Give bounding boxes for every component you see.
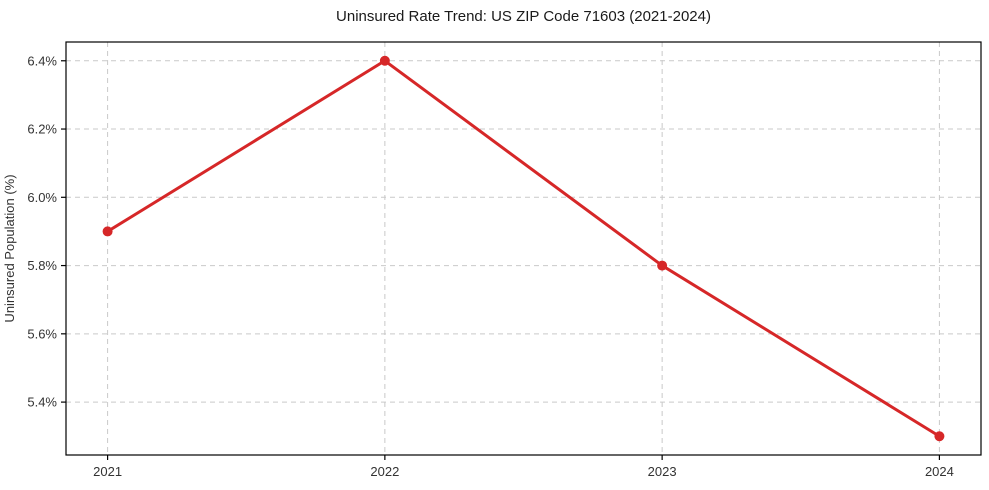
- x-tick-label: 2024: [925, 464, 954, 479]
- y-tick-label: 6.4%: [27, 53, 57, 68]
- data-layer: [102, 55, 945, 442]
- tick-layer: 5.4% 5.6% 5.8% 6.0% 6.2% 6.4% 2021 2022 2023 2024: [27, 53, 954, 479]
- y-tick-label: 6.2%: [27, 122, 57, 137]
- data-point-marker: [657, 260, 668, 271]
- grid-layer: [66, 42, 981, 455]
- x-tick-label: 2023: [648, 464, 677, 479]
- x-tick-label: 2021: [93, 464, 122, 479]
- y-tick-label: 6.0%: [27, 190, 57, 205]
- y-tick-label: 5.8%: [27, 258, 57, 273]
- x-tick-label: 2022: [370, 464, 399, 479]
- data-point-marker: [102, 226, 113, 237]
- plot-frame: [65, 41, 982, 456]
- y-tick-label: 5.6%: [27, 326, 57, 341]
- chart-title: Uninsured Rate Trend: US ZIP Code 71603 …: [336, 8, 711, 25]
- trend-line: [106, 59, 941, 438]
- y-axis-label: Uninsured Population (%): [2, 174, 17, 322]
- data-point-marker: [379, 55, 390, 66]
- data-point-marker: [934, 431, 945, 442]
- y-tick-label: 5.4%: [27, 395, 57, 410]
